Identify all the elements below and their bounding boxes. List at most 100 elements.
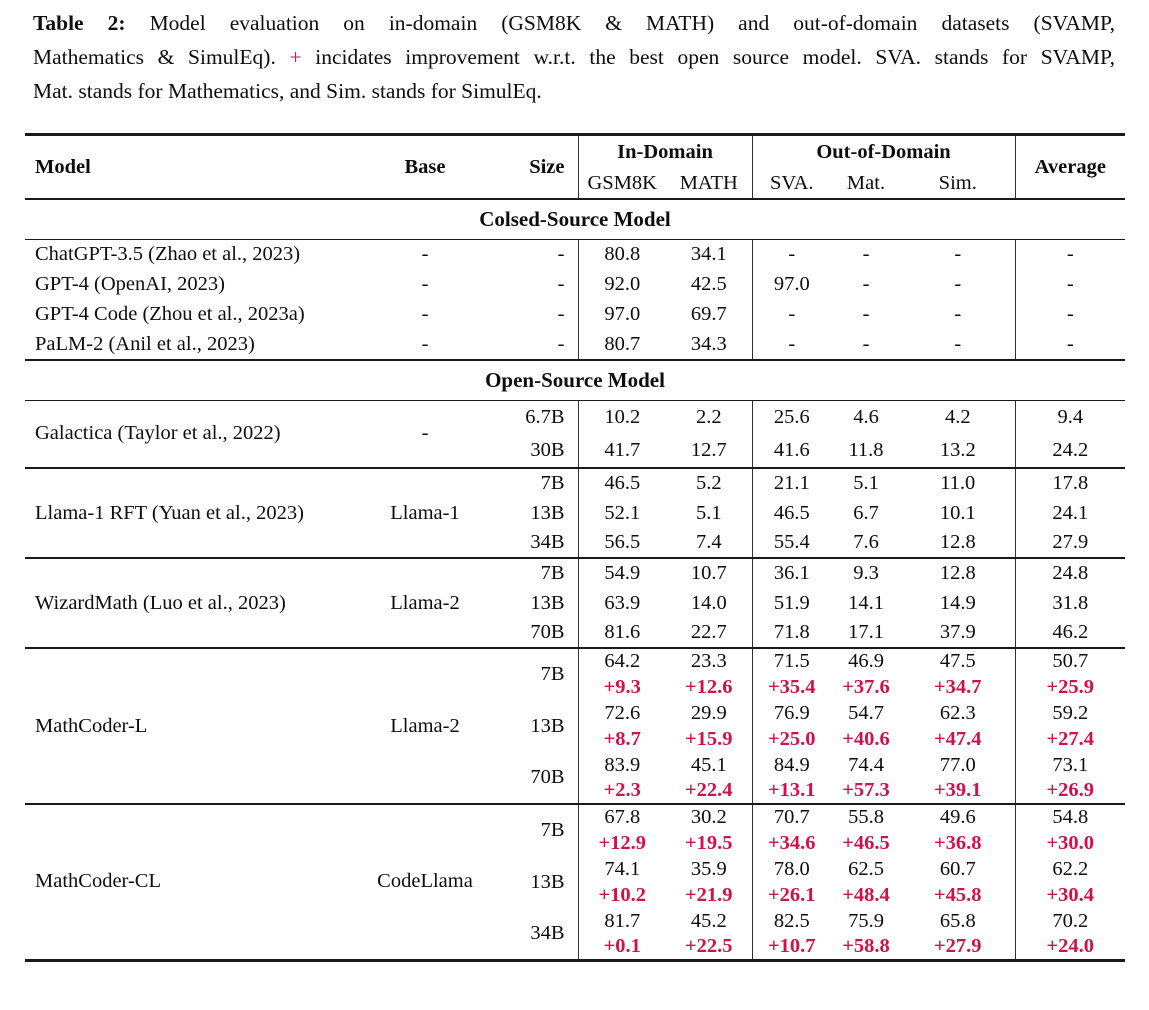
- size-cell: 13B: [530, 591, 565, 614]
- model-name-cell: PaLM-2 (Anil et al., 2023): [35, 332, 255, 355]
- value-cell: 17.8: [1014, 467, 1126, 498]
- value-cell: 37.9: [939, 621, 976, 643]
- delta-row: +12.9 +19.5 +34.6 +46.5 +36.8 +30.0: [25, 830, 1126, 856]
- value-cell: 14.9: [939, 591, 976, 614]
- table-row: GPT-4 (OpenAI, 2023) - -92.0 42.5 97.0- - -: [25, 269, 1126, 300]
- value-cell: -: [1014, 239, 1126, 270]
- delta-cell: +10.7: [751, 934, 831, 960]
- value-cell: 64.2: [577, 647, 666, 674]
- value-cell: 50.7: [1014, 647, 1126, 674]
- value-cell: 47.5: [901, 647, 1016, 674]
- value-cell: 72.6: [577, 700, 666, 726]
- value-cell: 34.3: [690, 332, 727, 355]
- value-cell: -: [862, 273, 870, 295]
- delta-cell: +34.7: [933, 675, 982, 698]
- value-cell: 49.6: [901, 803, 1016, 830]
- value-cell: 45.1: [690, 753, 727, 776]
- size-cell: 13B: [530, 501, 565, 524]
- base-cell: -: [421, 303, 429, 325]
- section-title-row: Open-Source Model: [25, 358, 1126, 401]
- model-name-cell: Llama-1 RFT (Yuan et al., 2023): [25, 467, 355, 558]
- value-cell: 92.0: [577, 269, 666, 300]
- delta-row: +9.3 +12.6 +35.4 +37.6 +34.7 +25.9: [25, 674, 1126, 700]
- value-cell: 11.8: [848, 439, 884, 461]
- table-row: 13B 63.9 14.0 51.9 14.1 14.9 31.8: [25, 588, 1126, 618]
- delta-row: +0.1 +22.5 +10.7 +58.8 +27.9 +24.0: [25, 934, 1126, 960]
- value-cell: 9.4: [1014, 400, 1126, 434]
- delta-cell: +34.6: [751, 830, 831, 856]
- col-header-model: Model: [35, 155, 91, 178]
- delta-cell: +25.9: [1014, 674, 1126, 700]
- delta-cell: +19.5: [684, 831, 733, 854]
- value-cell: 9.3: [831, 557, 901, 588]
- size-cell: -: [557, 303, 565, 325]
- delta-cell: +15.9: [684, 727, 733, 750]
- table-row: 70B 83.9 45.1 84.9 74.4 77.0 73.1: [25, 752, 1126, 788]
- value-cell: 70.7: [751, 803, 831, 830]
- size-cell: 13B: [530, 714, 565, 737]
- value-cell: 14.0: [690, 591, 727, 614]
- value-cell: 27.9: [1014, 528, 1126, 558]
- value-cell: 29.9: [690, 701, 727, 724]
- value-cell: 35.9: [690, 857, 727, 880]
- delta-cell: +12.9: [577, 830, 666, 856]
- delta-cell: +12.6: [684, 675, 733, 698]
- model-name-cell: GPT-4 (OpenAI, 2023): [35, 273, 225, 295]
- col-header-mat: Mat.: [846, 172, 886, 194]
- value-cell: 7.6: [853, 531, 879, 553]
- col-header-base: Base: [404, 155, 446, 178]
- value-cell: -: [862, 303, 870, 325]
- value-cell: 5.1: [831, 467, 901, 498]
- model-name-cell: GPT-4 Code (Zhou et al., 2023a): [35, 303, 305, 325]
- value-cell: 70.2: [1014, 908, 1126, 934]
- delta-cell: +30.4: [1014, 882, 1126, 908]
- value-cell: 12.8: [939, 531, 976, 553]
- delta-cell: +8.7: [577, 726, 666, 752]
- table-row: Llama-1 RFT (Yuan et al., 2023) Llama-1 7B…: [25, 467, 1126, 558]
- table-row: 30B 41.7 12.7 41.6 11.8 13.2 24.2: [25, 434, 1126, 468]
- value-cell: 59.2: [1014, 700, 1126, 726]
- value-cell: -: [862, 332, 870, 355]
- value-cell: 4.2: [944, 405, 971, 428]
- model-name-cell: ChatGPT-3.5 (Zhao et al., 2023): [35, 243, 301, 266]
- caption-line-1: Table 2: Model evaluation on in-domain (…: [33, 6, 1115, 40]
- value-cell: 7.4: [695, 531, 722, 553]
- caption-line-2: Mathematics & SimulEq). + incidates impr…: [33, 40, 1115, 74]
- caption-text-1: Model evaluation on in-domain (GSM8K & M…: [149, 11, 1116, 35]
- delta-cell: +25.0: [751, 726, 831, 752]
- size-cell: 70B: [530, 621, 565, 643]
- value-cell: 23.3: [666, 647, 752, 674]
- base-cell: Llama-1: [355, 467, 495, 558]
- value-cell: 77.0: [939, 753, 976, 776]
- value-cell: 34.1: [690, 243, 727, 266]
- value-cell: 54.7: [848, 701, 884, 724]
- delta-row: +10.2 +21.9 +26.1 +48.4 +45.8 +30.4: [25, 882, 1126, 908]
- size-cell: 7B: [495, 557, 578, 588]
- value-cell: 2.2: [695, 405, 722, 428]
- section-title: Colsed-Source Model: [25, 198, 1126, 240]
- value-cell: 14.1: [848, 591, 884, 614]
- value-cell: 69.7: [690, 303, 727, 325]
- value-cell: 6.7: [853, 501, 879, 524]
- value-cell: -: [1014, 269, 1126, 300]
- delta-cell: +57.3: [842, 779, 890, 801]
- value-cell: 84.9: [751, 752, 831, 778]
- section-title-row: Colsed-Source Model: [25, 198, 1126, 240]
- delta-row: +2.3 +22.4 +13.1 +57.3 +39.1 +26.9: [25, 778, 1126, 804]
- table-row: 34B 56.5 7.4 55.4 7.6 12.8 27.9: [25, 528, 1126, 558]
- value-cell: 82.5: [751, 908, 831, 934]
- value-cell: 71.5: [751, 647, 831, 674]
- delta-cell: +37.6: [842, 675, 890, 698]
- value-cell: 63.9: [577, 588, 666, 618]
- value-cell: 67.8: [577, 803, 666, 830]
- delta-cell: +9.3: [577, 674, 666, 700]
- results-table: Model Base Size In-Domain Out-of-Domain …: [25, 133, 1126, 962]
- value-cell: 36.1: [751, 557, 831, 588]
- size-cell: 7B: [495, 467, 578, 498]
- value-cell: 62.2: [1014, 856, 1126, 882]
- table-row: WizardMath (Luo et al., 2023) Llama-2 7B 54…: [25, 557, 1126, 648]
- delta-cell: +46.5: [842, 831, 890, 854]
- delta-cell: +24.0: [1014, 934, 1126, 960]
- value-cell: 24.2: [1014, 434, 1126, 468]
- value-cell: 4.6: [853, 405, 879, 428]
